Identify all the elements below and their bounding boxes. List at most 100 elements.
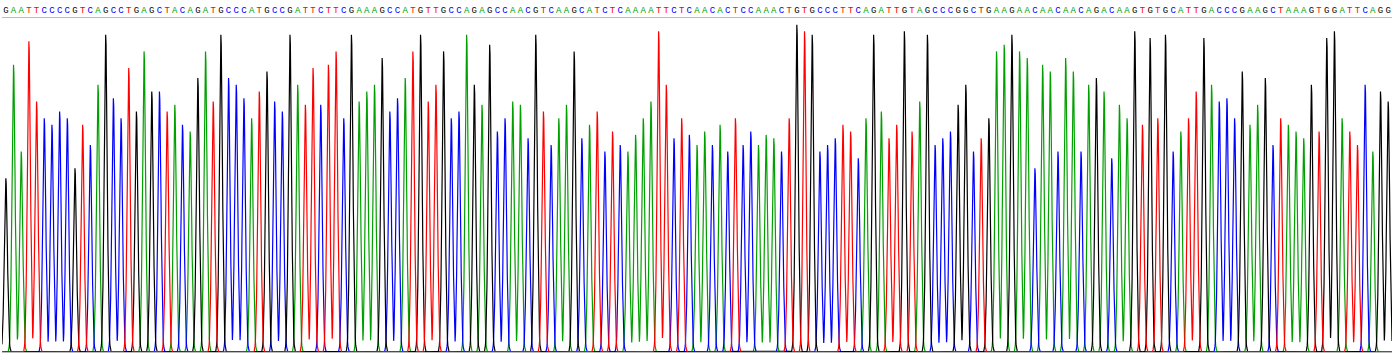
svg-text:G: G: [809, 6, 814, 16]
svg-text:G: G: [379, 6, 384, 16]
svg-text:T: T: [679, 6, 685, 16]
svg-text:G: G: [487, 6, 492, 16]
svg-text:A: A: [717, 6, 723, 16]
svg-text:C: C: [180, 6, 186, 16]
svg-text:G: G: [986, 6, 991, 16]
svg-text:G: G: [287, 6, 292, 16]
svg-text:C: C: [1055, 6, 1061, 16]
svg-text:T: T: [26, 6, 32, 16]
svg-text:C: C: [502, 6, 508, 16]
svg-text:T: T: [594, 6, 600, 16]
svg-text:T: T: [257, 6, 263, 16]
svg-text:C: C: [42, 6, 48, 16]
svg-text:A: A: [587, 6, 593, 16]
svg-text:T: T: [886, 6, 892, 16]
svg-text:G: G: [955, 6, 960, 16]
svg-text:A: A: [1048, 6, 1054, 16]
svg-text:A: A: [648, 6, 654, 16]
svg-text:C: C: [602, 6, 608, 16]
svg-text:A: A: [11, 6, 17, 16]
svg-text:A: A: [633, 6, 639, 16]
svg-text:T: T: [1347, 6, 1353, 16]
svg-text:A: A: [203, 6, 209, 16]
svg-text:T: T: [1193, 6, 1199, 16]
svg-text:G: G: [1240, 6, 1245, 16]
svg-text:T: T: [786, 6, 792, 16]
svg-text:A: A: [771, 6, 777, 16]
svg-text:A: A: [172, 6, 178, 16]
svg-text:A: A: [863, 6, 869, 16]
svg-text:A: A: [141, 6, 147, 16]
svg-text:C: C: [57, 6, 63, 16]
svg-text:A: A: [364, 6, 370, 16]
svg-text:C: C: [932, 6, 938, 16]
svg-text:T: T: [664, 6, 670, 16]
svg-text:A: A: [402, 6, 408, 16]
svg-text:C: C: [1032, 6, 1038, 16]
svg-text:C: C: [525, 6, 531, 16]
svg-text:G: G: [794, 6, 799, 16]
svg-text:T: T: [1186, 6, 1192, 16]
svg-text:A: A: [1117, 6, 1123, 16]
svg-text:C: C: [318, 6, 324, 16]
svg-text:C: C: [234, 6, 240, 16]
svg-text:G: G: [571, 6, 576, 16]
svg-text:G: G: [472, 6, 477, 16]
svg-text:T: T: [733, 6, 739, 16]
svg-text:A: A: [1339, 6, 1345, 16]
svg-text:C: C: [1224, 6, 1230, 16]
svg-text:A: A: [879, 6, 885, 16]
svg-text:A: A: [1025, 6, 1031, 16]
svg-text:G: G: [72, 6, 77, 16]
svg-text:T: T: [978, 6, 984, 16]
svg-text:C: C: [833, 6, 839, 16]
svg-text:G: G: [1163, 6, 1168, 16]
svg-text:T: T: [326, 6, 332, 16]
svg-text:C: C: [111, 6, 117, 16]
svg-text:C: C: [449, 6, 455, 16]
svg-text:T: T: [894, 6, 900, 16]
svg-text:C: C: [65, 6, 71, 16]
svg-text:C: C: [548, 6, 554, 16]
svg-text:T: T: [164, 6, 170, 16]
svg-text:G: G: [925, 6, 930, 16]
svg-text:T: T: [802, 6, 808, 16]
svg-text:T: T: [610, 6, 616, 16]
svg-text:G: G: [1132, 6, 1137, 16]
svg-text:G: G: [103, 6, 108, 16]
svg-text:C: C: [856, 6, 862, 16]
svg-text:C: C: [241, 6, 247, 16]
svg-text:T: T: [541, 6, 547, 16]
svg-text:A: A: [356, 6, 362, 16]
svg-text:C: C: [971, 6, 977, 16]
svg-text:T: T: [410, 6, 416, 16]
svg-text:C: C: [671, 6, 677, 16]
svg-text:T: T: [909, 6, 915, 16]
svg-text:C: C: [226, 6, 232, 16]
svg-text:G: G: [134, 6, 139, 16]
svg-text:A: A: [18, 6, 24, 16]
svg-text:G: G: [1309, 6, 1314, 16]
svg-text:T: T: [34, 6, 40, 16]
svg-text:A: A: [763, 6, 769, 16]
svg-text:A: A: [95, 6, 101, 16]
svg-text:T: T: [210, 6, 216, 16]
svg-text:A: A: [1178, 6, 1184, 16]
svg-text:A: A: [479, 6, 485, 16]
svg-text:C: C: [779, 6, 785, 16]
svg-text:A: A: [702, 6, 708, 16]
svg-text:G: G: [1094, 6, 1099, 16]
svg-text:A: A: [1071, 6, 1077, 16]
svg-text:A: A: [1255, 6, 1261, 16]
svg-text:T: T: [310, 6, 316, 16]
svg-text:G: G: [871, 6, 876, 16]
svg-text:T: T: [333, 6, 339, 16]
svg-text:A: A: [1086, 6, 1092, 16]
svg-text:C: C: [157, 6, 163, 16]
svg-text:T: T: [80, 6, 86, 16]
svg-text:G: G: [1201, 6, 1206, 16]
svg-text:G: G: [1332, 6, 1337, 16]
svg-text:C: C: [617, 6, 623, 16]
svg-text:C: C: [748, 6, 754, 16]
svg-text:G: G: [3, 6, 8, 16]
